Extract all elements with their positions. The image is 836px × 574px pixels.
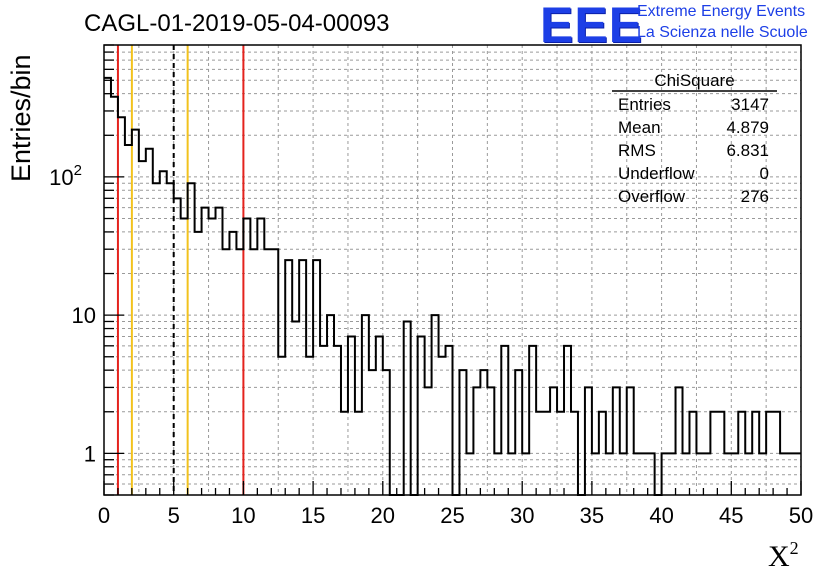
stats-box: ChiSquare Entries 3147 Mean 4.879 RMS 6.831 Und… xyxy=(612,71,777,206)
stats-value-overflow: 276 xyxy=(741,187,769,206)
x-axis-label-base: X xyxy=(768,540,790,573)
y-tick-label-exponent: 2 xyxy=(74,162,82,179)
x-axis-label: X2 xyxy=(768,538,799,574)
x-tick-label: 45 xyxy=(719,503,743,528)
x-axis-label-superscript: 2 xyxy=(789,538,799,558)
x-tick-label: 25 xyxy=(440,503,464,528)
eee-logo: EEE xyxy=(540,0,644,53)
y-tick-label: 102 xyxy=(49,162,82,190)
x-tick-label: 15 xyxy=(301,503,325,528)
stats-value-entries: 3147 xyxy=(731,95,769,114)
x-tick-label: 35 xyxy=(580,503,604,528)
stats-label-entries: Entries xyxy=(618,95,671,114)
x-tick-label: 30 xyxy=(510,503,534,528)
logo-line-1: Extreme Energy Events xyxy=(637,3,806,20)
y-tick-label-base: 10 xyxy=(49,165,73,190)
x-tick-label: 40 xyxy=(649,503,673,528)
stats-label-overflow: Overflow xyxy=(618,187,686,206)
x-tick-label: 5 xyxy=(168,503,180,528)
stats-value-mean: 4.879 xyxy=(726,118,769,137)
y-tick-label: 10 xyxy=(72,303,96,328)
x-tick-label: 20 xyxy=(371,503,395,528)
stats-label-mean: Mean xyxy=(618,118,661,137)
x-tick-label: 0 xyxy=(98,503,110,528)
logo-line-2: La Scienza nelle Scuole xyxy=(637,24,808,41)
stats-title: ChiSquare xyxy=(654,71,734,90)
stats-label-rms: RMS xyxy=(618,141,656,160)
stats-value-rms: 6.831 xyxy=(726,141,769,160)
histogram-outline xyxy=(104,76,801,496)
reference-lines xyxy=(116,45,245,495)
x-tick-label: 50 xyxy=(789,503,813,528)
x-tick-label: 10 xyxy=(231,503,255,528)
page-title: CAGL-01-2019-05-04-00093 xyxy=(84,10,390,37)
stats-value-underflow: 0 xyxy=(760,164,769,183)
stats-label-underflow: Underflow xyxy=(618,164,695,183)
y-tick-label: 1 xyxy=(84,441,96,466)
